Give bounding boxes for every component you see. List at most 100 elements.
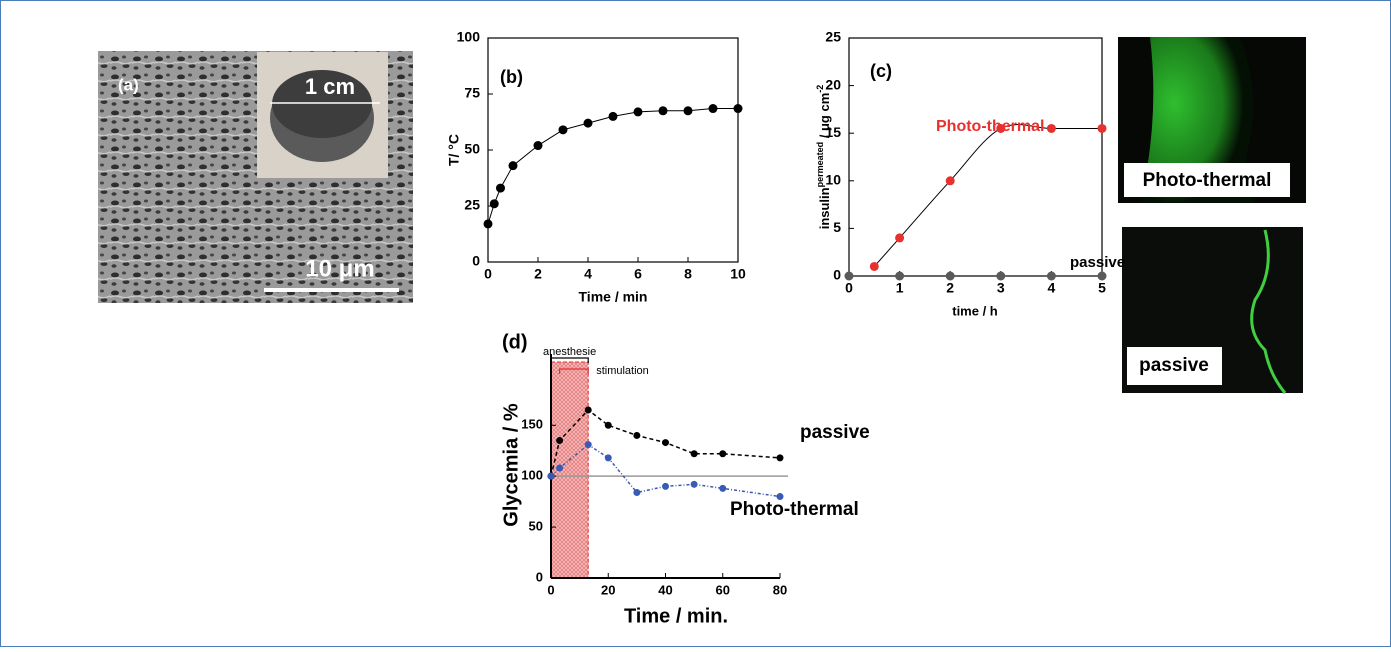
data-point bbox=[945, 176, 955, 186]
x-tick-label: 0 bbox=[845, 280, 853, 296]
x-axis-label: Time / min bbox=[579, 289, 648, 305]
data-point bbox=[1097, 271, 1107, 281]
data-point bbox=[584, 406, 592, 414]
data-point bbox=[583, 118, 593, 128]
y-tick-label: 5 bbox=[833, 219, 841, 235]
x-tick-label: 40 bbox=[658, 582, 672, 597]
annotation: anesthesie bbox=[543, 346, 596, 358]
x-tick-label: 0 bbox=[484, 266, 492, 282]
x-tick-label: 20 bbox=[601, 582, 615, 597]
series-label: Photo-thermal bbox=[730, 499, 859, 520]
inset-label: 1 cm bbox=[305, 74, 355, 99]
y-tick-label: 50 bbox=[529, 519, 543, 534]
y-tick-label: 100 bbox=[457, 29, 481, 45]
data-point bbox=[608, 111, 618, 121]
data-point bbox=[556, 437, 564, 445]
fluorescence-image: Photo-thermal bbox=[1118, 37, 1306, 203]
chart-title: (c) bbox=[870, 61, 892, 81]
x-tick-label: 4 bbox=[1048, 280, 1056, 296]
data-point bbox=[945, 271, 955, 281]
data-point bbox=[683, 106, 693, 116]
x-axis-label: Time / min. bbox=[624, 605, 728, 627]
x-tick-label: 10 bbox=[730, 266, 746, 282]
y-tick-label: 50 bbox=[464, 141, 480, 157]
y-tick-label: 100 bbox=[521, 468, 543, 483]
data-point bbox=[662, 439, 669, 447]
y-tick-label: 150 bbox=[521, 417, 543, 432]
chart: 0 20 40 60 80 0 50 100 150 (d) Time / min. Glycemia… bbox=[500, 331, 869, 627]
data-point bbox=[558, 125, 568, 135]
data-point bbox=[483, 219, 493, 229]
y-axis-label: T/ °C bbox=[446, 134, 462, 166]
data-point bbox=[869, 261, 879, 271]
data-point bbox=[1097, 123, 1107, 133]
data-point bbox=[895, 271, 905, 281]
x-tick-label: 80 bbox=[773, 582, 787, 597]
x-tick-label: 6 bbox=[634, 266, 642, 282]
data-point bbox=[708, 104, 718, 114]
y-tick-label: 0 bbox=[536, 569, 543, 584]
y-tick-label: 10 bbox=[825, 172, 841, 188]
chart-title: (d) bbox=[502, 331, 528, 353]
data-point bbox=[719, 484, 727, 492]
y-tick-label: 20 bbox=[825, 76, 841, 92]
data-point bbox=[895, 233, 905, 243]
image-label: passive bbox=[1139, 355, 1209, 376]
y-axis-label-part: -2 bbox=[815, 85, 825, 93]
x-tick-label: 4 bbox=[584, 266, 592, 282]
annotation-bracket bbox=[550, 357, 589, 363]
sem-image: (a) 1 cm 10 μm bbox=[98, 51, 413, 303]
y-axis-label-part: permeated bbox=[815, 142, 825, 188]
image-label: Photo-thermal bbox=[1143, 170, 1272, 191]
y-axis-label: Glycemia / % bbox=[500, 403, 522, 527]
x-tick-label: 3 bbox=[997, 280, 1005, 296]
x-tick-label: 1 bbox=[896, 280, 904, 296]
data-point bbox=[776, 493, 784, 501]
panel-label: (a) bbox=[118, 75, 139, 94]
data-point bbox=[496, 183, 505, 193]
data-point bbox=[1046, 123, 1056, 133]
x-tick-label: 2 bbox=[946, 280, 954, 296]
annotation: stimulation bbox=[596, 365, 649, 377]
chart-title: (b) bbox=[500, 67, 523, 87]
data-point bbox=[662, 482, 669, 490]
data-point bbox=[633, 107, 643, 117]
annotation-bracket bbox=[558, 368, 589, 374]
data-point bbox=[633, 431, 641, 439]
data-point bbox=[584, 441, 592, 449]
data-point bbox=[719, 450, 727, 458]
data-point bbox=[658, 106, 668, 116]
data-point bbox=[776, 454, 784, 462]
x-tick-label: 5 bbox=[1098, 280, 1106, 296]
data-point bbox=[733, 104, 743, 114]
y-axis-label-part: / μg cm bbox=[817, 93, 832, 142]
data-point bbox=[604, 421, 612, 429]
data-point bbox=[533, 141, 543, 151]
y-axis-label: insulinpermeated / μg cm-2 bbox=[815, 85, 832, 230]
y-tick-label: 0 bbox=[833, 267, 841, 283]
y-tick-label: 0 bbox=[472, 253, 480, 269]
series-label: passive bbox=[1070, 254, 1125, 271]
data-point bbox=[508, 161, 518, 171]
y-axis-label-part: insulin bbox=[817, 187, 832, 229]
y-tick-label: 15 bbox=[825, 124, 841, 140]
x-tick-label: 8 bbox=[684, 266, 692, 282]
data-point bbox=[996, 123, 1006, 133]
data-point bbox=[556, 464, 564, 472]
series-label: passive bbox=[800, 422, 870, 443]
fluorescence-image: passive bbox=[1122, 227, 1303, 394]
chart: 0 1 2 3 4 5 0 5 10 15 20 25 (c) time / h insulinpermea… bbox=[815, 29, 1125, 319]
y-tick-label: 75 bbox=[464, 85, 480, 101]
data-point bbox=[547, 472, 555, 480]
data-point bbox=[604, 454, 612, 462]
y-tick-label: 25 bbox=[825, 29, 841, 45]
x-tick-label: 2 bbox=[534, 266, 542, 282]
data-point bbox=[489, 199, 499, 209]
data-point bbox=[690, 450, 698, 458]
scale-label: 10 μm bbox=[305, 255, 374, 282]
x-axis-label: time / h bbox=[952, 303, 998, 318]
x-tick-label: 0 bbox=[547, 582, 554, 597]
data-point bbox=[633, 488, 641, 496]
